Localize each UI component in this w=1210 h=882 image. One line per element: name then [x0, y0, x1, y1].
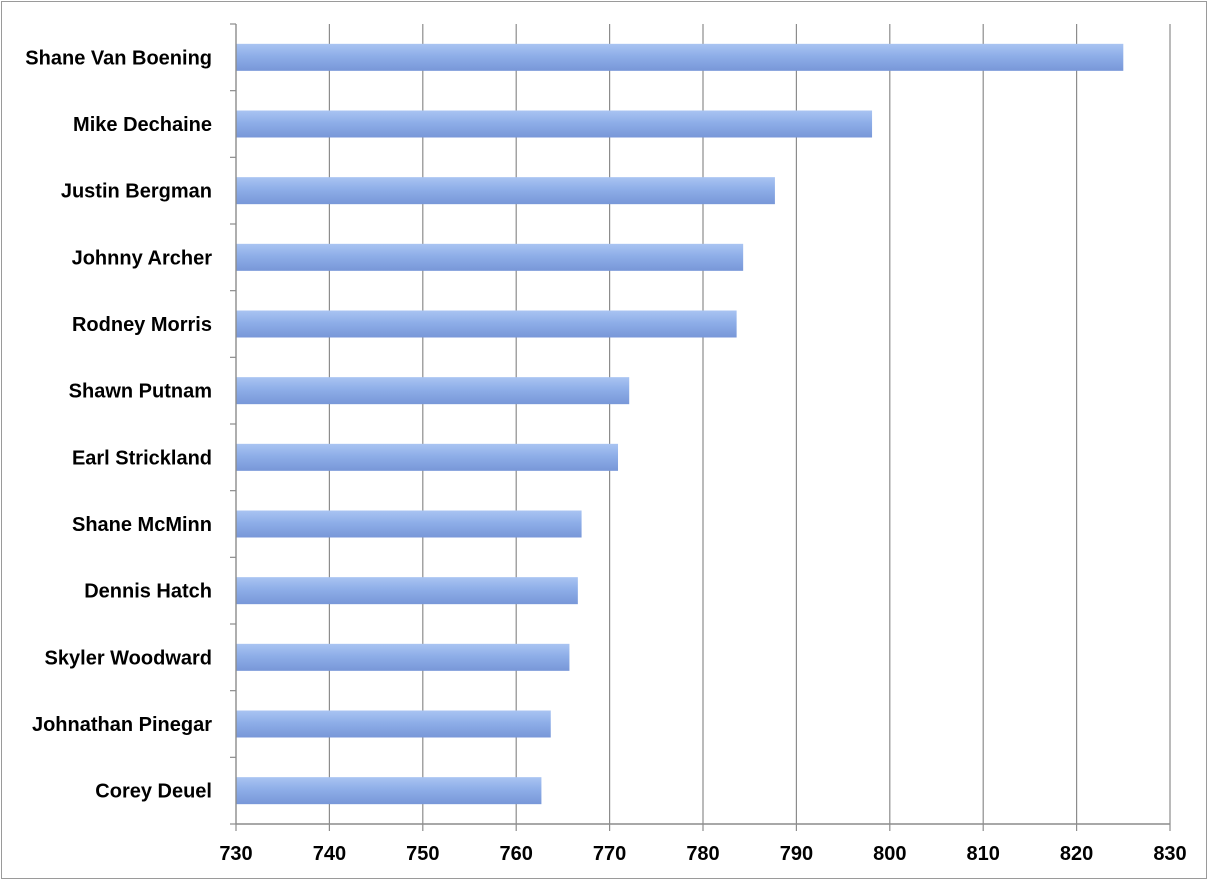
bar-johnny-archer	[236, 243, 744, 271]
category-label: Justin Bergman	[61, 181, 212, 203]
category-label: Shane McMinn	[72, 514, 212, 536]
x-tick-label: 740	[313, 843, 346, 865]
category-label: Corey Deuel	[95, 781, 212, 803]
category-label: Rodney Morris	[72, 314, 212, 336]
category-label: Johnny Archer	[72, 247, 213, 269]
category-label: Skyler Woodward	[45, 647, 212, 669]
category-label: Shane Van Boening	[25, 47, 212, 69]
bar-shawn-putnam	[236, 377, 630, 405]
bar-shane-van-boening	[236, 43, 1124, 71]
x-tick-label: 780	[686, 843, 719, 865]
bar-justin-bergman	[236, 177, 775, 205]
bar-johnathan-pinegar	[236, 710, 551, 738]
x-tick-label: 730	[219, 843, 252, 865]
x-tick-label: 750	[406, 843, 439, 865]
bar-mike-dechaine	[236, 110, 873, 138]
x-tick-label: 810	[967, 843, 1000, 865]
bar-shane-mcminn	[236, 510, 582, 538]
bar-rodney-morris	[236, 310, 737, 338]
x-tick-label: 800	[873, 843, 906, 865]
category-label: Dennis Hatch	[84, 581, 212, 603]
category-label: Earl Strickland	[72, 447, 212, 469]
x-tick-label: 820	[1060, 843, 1093, 865]
category-label: Mike Dechaine	[73, 114, 212, 136]
category-label: Johnathan Pinegar	[32, 714, 212, 736]
grid-layer	[328, 24, 1171, 824]
bar-skyler-woodward	[236, 643, 570, 671]
x-tick-label: 830	[1153, 843, 1186, 865]
x-tick-label: 790	[780, 843, 813, 865]
x-tick-label: 760	[500, 843, 533, 865]
x-tick-label: 770	[593, 843, 626, 865]
bar-earl-strickland	[236, 443, 619, 471]
category-label: Shawn Putnam	[69, 381, 212, 403]
bar-layer	[236, 43, 1124, 805]
bar-dennis-hatch	[236, 577, 578, 605]
bar-corey-deuel	[236, 777, 542, 805]
axis-layer	[230, 23, 1171, 831]
label-layer: 730 740 750 760 770 780 790 800 810 820 830 Shane V…	[25, 47, 1186, 865]
